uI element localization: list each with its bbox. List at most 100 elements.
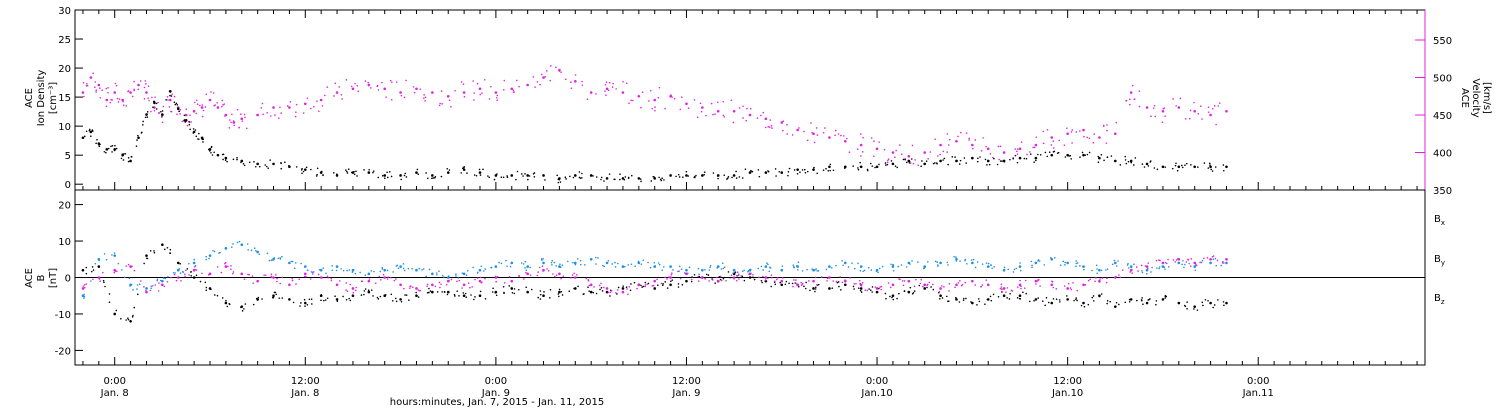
velocity-point-29 — [383, 87, 387, 91]
density-fill-point-68-0 — [1035, 159, 1037, 162]
bz-point-12 — [272, 276, 275, 279]
density-fill-point-9-2 — [153, 100, 156, 103]
bx-fill-point-69-3 — [1184, 305, 1187, 308]
bx-fill-point-4-0 — [153, 250, 155, 252]
bz-fill-point-71-3 — [1212, 255, 1215, 257]
density-fill-point-71-4 — [1070, 158, 1072, 160]
bz-fill-point-20-3 — [410, 285, 412, 288]
density-fill-point-6-3 — [135, 145, 138, 147]
density-fill-point-26-3 — [353, 173, 356, 176]
bz-fill-point-19-4 — [386, 278, 389, 280]
by-point-40 — [716, 265, 720, 268]
bx-fill-point-4-4 — [146, 257, 149, 260]
density-fill-point-6-0 — [136, 139, 138, 141]
bz-fill-point-30-2 — [571, 274, 574, 276]
density-fill-point-32-2 — [447, 171, 450, 174]
by-fill-point-9-4 — [225, 246, 227, 249]
by-fill-point-16-0 — [340, 268, 342, 270]
by-fill-point-38-3 — [698, 273, 700, 276]
velocity-point-4 — [113, 91, 117, 94]
density-point-72 — [1082, 153, 1085, 157]
velocity-fill-point-4-3 — [117, 101, 120, 103]
velocity-fill-point-66-2 — [971, 147, 974, 150]
velocity-fill-point-80-4 — [1207, 111, 1210, 113]
bx-fill-point-30-0 — [573, 287, 575, 290]
bz-fill-point-57-3 — [999, 287, 1002, 290]
density-point-43 — [621, 177, 625, 180]
by-fill-point-65-0 — [1127, 262, 1129, 265]
velocity-fill-point-56-1 — [813, 141, 816, 144]
density-fill-point-56-3 — [829, 169, 831, 172]
bx-fill-point-13-1 — [300, 302, 302, 304]
by-fill-point-26-0 — [505, 259, 507, 262]
by-fill-point-27-2 — [525, 269, 528, 272]
by-fill-point-58-2 — [1013, 268, 1016, 271]
density-fill-point-32-4 — [448, 169, 451, 171]
by-fill-point-33-4 — [614, 266, 617, 268]
velocity-fill-point-35-1 — [488, 98, 491, 100]
bx-point-48 — [843, 283, 847, 287]
bx-fill-point-17-2 — [360, 294, 363, 296]
density-point-15 — [200, 136, 204, 140]
density-point-60 — [891, 162, 895, 166]
density-fill-point-38-0 — [556, 174, 558, 177]
velocity-fill-point-63-0 — [929, 151, 932, 153]
density-fill-point-18-2 — [236, 156, 238, 159]
bz-fill-point-33-1 — [609, 291, 612, 294]
velocity-fill-point-53-4 — [769, 119, 772, 121]
by-fill-point-30-3 — [572, 261, 574, 264]
by-fill-point-3-2 — [136, 284, 139, 286]
bx-fill-point-38-3 — [690, 280, 693, 283]
velocity-point-54 — [780, 121, 784, 124]
bx-fill-point-52-3 — [913, 290, 916, 292]
density-fill-point-50-2 — [735, 170, 737, 173]
by-fill-point-20-4 — [407, 267, 410, 270]
density-fill-point-41-1 — [600, 176, 603, 179]
bz-fill-point-37-0 — [679, 277, 682, 280]
velocity-fill-point-6-0 — [137, 88, 139, 91]
density-point-40 — [573, 174, 577, 177]
velocity-fill-point-22-3 — [279, 106, 281, 109]
density-fill-point-27-4 — [372, 171, 374, 174]
by-fill-point-33-0 — [617, 262, 619, 265]
density-fill-point-54-3 — [803, 168, 806, 171]
velocity-fill-point-52-0 — [762, 111, 765, 114]
bx-fill-point-61-0 — [1059, 301, 1061, 303]
bx-point-21 — [415, 294, 418, 298]
velocity-fill-point-9-0 — [153, 109, 156, 112]
top-left-tick-label-3: 15 — [58, 93, 71, 104]
velocity-point-73 — [1082, 128, 1085, 132]
bz-fill-point-9-4 — [232, 271, 235, 273]
by-fill-point-26-3 — [498, 261, 500, 264]
density-fill-point-51-1 — [758, 175, 761, 178]
bx-fill-point-68-4 — [1164, 294, 1167, 297]
bz-fill-point-18-4 — [378, 275, 381, 278]
bz-fill-point-12-0 — [276, 277, 278, 280]
velocity-point-34 — [462, 91, 466, 94]
density-point-33 — [462, 168, 466, 171]
velocity-fill-point-16-2 — [214, 104, 217, 106]
bz-fill-point-34-4 — [628, 286, 631, 288]
density-point-55 — [812, 168, 815, 171]
bx-fill-point-45-2 — [804, 287, 807, 290]
velocity-fill-point-64-1 — [948, 138, 951, 141]
density-fill-point-79-0 — [1207, 167, 1210, 169]
density-point-69 — [1034, 156, 1038, 160]
by-fill-point-45-1 — [801, 270, 804, 272]
bz-fill-point-16-2 — [346, 290, 349, 293]
bx-fill-point-48-0 — [859, 289, 862, 292]
bz-fill-point-11-4 — [270, 273, 273, 275]
velocity-fill-point-10-3 — [167, 99, 169, 101]
bx-fill-point-28-3 — [537, 296, 540, 299]
velocity-fill-point-67-4 — [998, 158, 1001, 161]
bz-fill-point-64-1 — [1098, 281, 1101, 283]
velocity-fill-point-44-0 — [628, 102, 630, 104]
bz-fill-point-2-0 — [127, 263, 130, 266]
bx-point-1 — [97, 265, 101, 268]
bx-fill-point-7-2 — [205, 289, 208, 291]
density-fill-point-34-0 — [479, 174, 482, 176]
by-fill-point-43-4 — [766, 262, 768, 264]
bz-fill-point-46-2 — [826, 280, 828, 282]
velocity-fill-point-20-4 — [243, 113, 246, 116]
velocity-fill-point-44-1 — [630, 99, 632, 102]
